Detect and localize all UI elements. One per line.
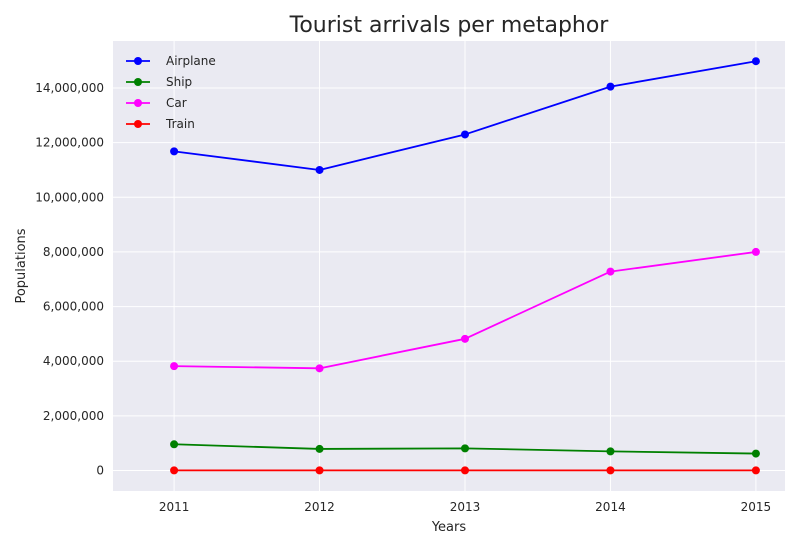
data-point-ship bbox=[170, 440, 179, 449]
legend-marker-airplane bbox=[134, 57, 142, 65]
y-tick-label: 0 bbox=[96, 464, 104, 478]
data-point-airplane bbox=[170, 147, 179, 156]
chart-title: Tourist arrivals per metaphor bbox=[289, 13, 610, 38]
legend-label-ship: Ship bbox=[166, 75, 192, 89]
data-point-airplane bbox=[461, 130, 469, 139]
data-point-ship bbox=[751, 449, 760, 458]
legend-item-ship: Ship bbox=[126, 75, 192, 89]
x-tick-label: 2011 bbox=[159, 500, 190, 514]
y-tick-label: 14,000,000 bbox=[35, 81, 104, 95]
data-point-train bbox=[606, 466, 615, 475]
x-tick-label: 2012 bbox=[304, 500, 335, 514]
data-point-train bbox=[170, 466, 179, 475]
plot-area bbox=[113, 41, 785, 491]
x-tick-label: 2014 bbox=[595, 500, 626, 514]
data-point-train bbox=[315, 466, 324, 475]
data-point-train bbox=[461, 466, 469, 475]
x-tick-label: 2015 bbox=[741, 500, 772, 514]
legend-marker-car bbox=[134, 99, 142, 107]
legend-label-car: Car bbox=[166, 96, 187, 110]
data-point-car bbox=[461, 334, 469, 343]
legend: Airplane Ship Car Train bbox=[126, 54, 216, 131]
y-tick-label: 6,000,000 bbox=[43, 300, 104, 314]
data-point-train bbox=[751, 466, 760, 475]
series-car bbox=[170, 247, 760, 373]
data-point-car bbox=[751, 247, 760, 256]
data-point-airplane bbox=[606, 82, 615, 91]
x-axis-ticks: 2011 2012 2013 2014 2015 bbox=[159, 500, 771, 514]
legend-item-airplane: Airplane bbox=[126, 54, 216, 68]
legend-item-train: Train bbox=[126, 117, 195, 131]
y-tick-label: 10,000,000 bbox=[35, 190, 104, 204]
legend-marker-ship bbox=[134, 78, 142, 86]
legend-label-airplane: Airplane bbox=[166, 54, 216, 68]
series-train bbox=[170, 466, 760, 475]
y-tick-label: 8,000,000 bbox=[43, 245, 104, 259]
series-layer bbox=[170, 57, 760, 475]
y-axis-ticks: 0 2,000,000 4,000,000 6,000,000 8,000,000 10,… bbox=[35, 81, 104, 478]
data-point-ship bbox=[461, 444, 469, 453]
series-ship bbox=[170, 440, 760, 458]
y-tick-label: 2,000,000 bbox=[43, 409, 104, 423]
data-point-ship bbox=[315, 444, 324, 453]
x-tick-label: 2013 bbox=[450, 500, 481, 514]
legend-item-car: Car bbox=[126, 96, 187, 110]
data-point-ship bbox=[606, 447, 615, 456]
y-tick-label: 4,000,000 bbox=[43, 354, 104, 368]
data-point-car bbox=[606, 267, 615, 276]
data-point-airplane bbox=[751, 57, 760, 66]
y-axis-label: Populations bbox=[14, 228, 29, 303]
x-axis-label: Years bbox=[431, 520, 467, 535]
data-point-car bbox=[170, 362, 179, 371]
data-point-airplane bbox=[315, 165, 324, 174]
data-point-car bbox=[315, 364, 324, 373]
legend-label-train: Train bbox=[165, 117, 195, 131]
series-airplane bbox=[170, 57, 760, 174]
y-tick-label: 12,000,000 bbox=[35, 136, 104, 150]
legend-marker-train bbox=[134, 120, 142, 128]
